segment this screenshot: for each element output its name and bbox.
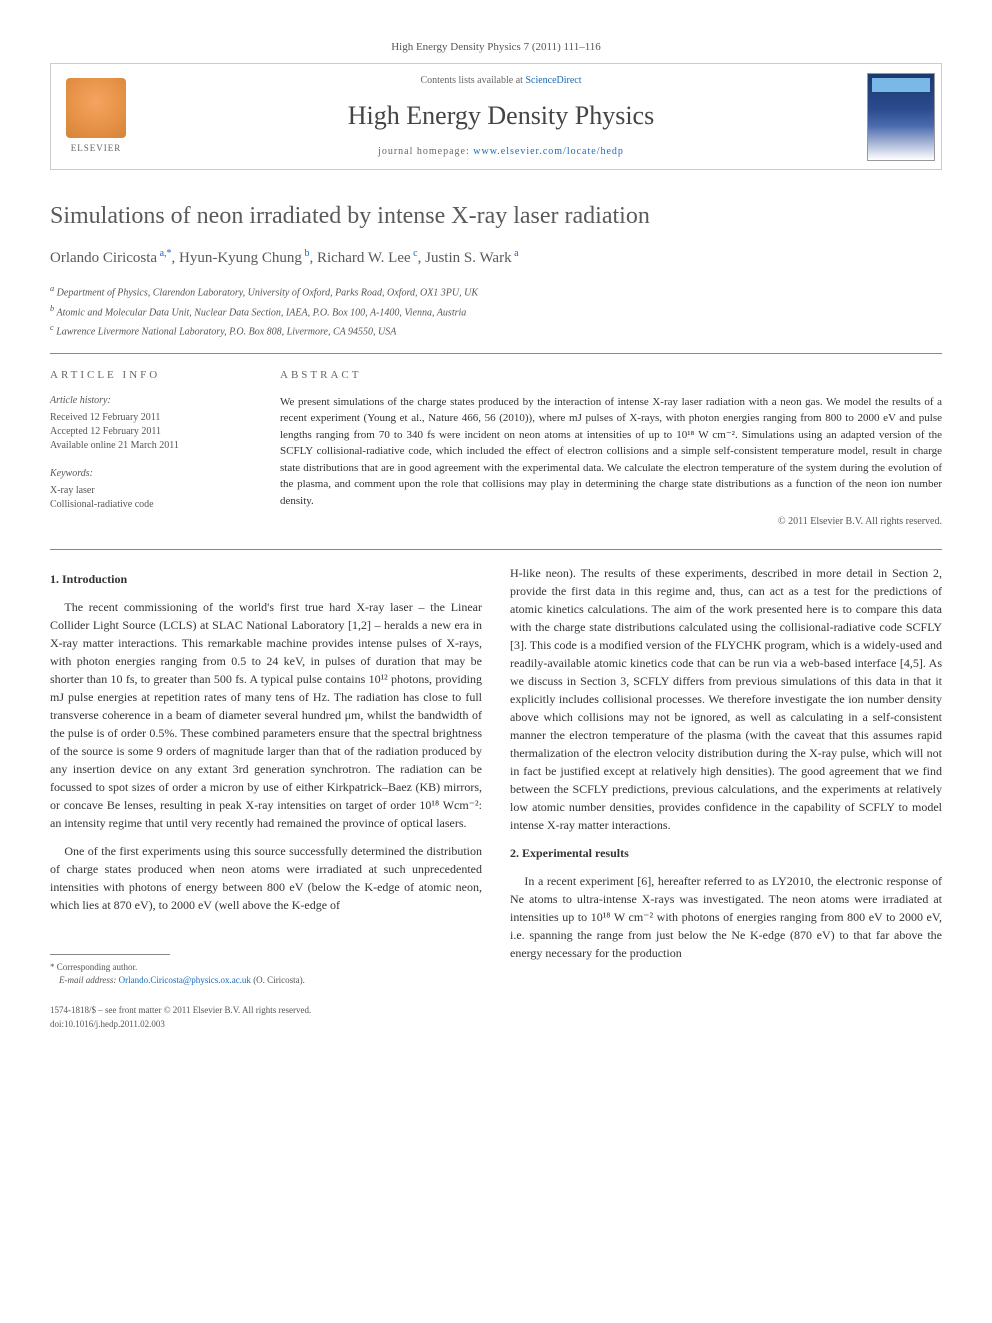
section-1-p2: One of the first experiments using this … bbox=[50, 842, 482, 914]
author-sup: c bbox=[411, 248, 418, 259]
affiliations: a Department of Physics, Clarendon Labor… bbox=[50, 283, 942, 339]
article-title: Simulations of neon irradiated by intens… bbox=[50, 200, 942, 234]
article-info: ARTICLE INFO Article history: Received 1… bbox=[50, 368, 250, 529]
keyword-1: X-ray laser bbox=[50, 484, 250, 498]
abstract-head: ABSTRACT bbox=[280, 368, 942, 383]
section-2-head: 2. Experimental results bbox=[510, 844, 942, 862]
homepage-line: journal homepage: www.elsevier.com/locat… bbox=[151, 145, 851, 159]
cover-thumb-area bbox=[861, 64, 941, 168]
email-line: E-mail address: Orlando.Ciricosta@physic… bbox=[50, 974, 482, 987]
author-sup: a, bbox=[157, 248, 166, 259]
doi-line: doi:10.1016/j.hedp.2011.02.003 bbox=[50, 1018, 311, 1032]
footnotes: * Corresponding author. E-mail address: … bbox=[50, 961, 482, 986]
elsevier-logo-icon bbox=[66, 78, 126, 138]
sciencedirect-link[interactable]: ScienceDirect bbox=[525, 75, 581, 86]
section-1-p1: The recent commissioning of the world's … bbox=[50, 598, 482, 832]
abstract: ABSTRACT We present simulations of the c… bbox=[280, 368, 942, 529]
history-block: Article history: Received 12 February 20… bbox=[50, 394, 250, 453]
rule-bottom bbox=[50, 549, 942, 550]
email-label: E-mail address: bbox=[59, 975, 116, 985]
contents-prefix: Contents lists available at bbox=[420, 75, 525, 86]
body-columns: 1. Introduction The recent commissioning… bbox=[50, 564, 942, 1031]
article-info-head: ARTICLE INFO bbox=[50, 368, 250, 383]
affiliation-b: b Atomic and Molecular Data Unit, Nuclea… bbox=[50, 303, 942, 320]
header-center: Contents lists available at ScienceDirec… bbox=[141, 64, 861, 168]
keywords-block: Keywords: X-ray laser Collisional-radiat… bbox=[50, 467, 250, 512]
affiliation-a: a Department of Physics, Clarendon Labor… bbox=[50, 283, 942, 300]
email-name: (O. Ciricosta). bbox=[253, 975, 305, 985]
journal-header: ELSEVIER Contents lists available at Sci… bbox=[50, 63, 942, 169]
citation-line: High Energy Density Physics 7 (2011) 111… bbox=[50, 40, 942, 55]
section-1-head: 1. Introduction bbox=[50, 570, 482, 588]
section-2-p1: In a recent experiment [6], hereafter re… bbox=[510, 872, 942, 962]
affiliation-c: c Lawrence Livermore National Laboratory… bbox=[50, 322, 942, 339]
email-link[interactable]: Orlando.Ciricosta@physics.ox.ac.uk bbox=[119, 975, 251, 985]
section-1-p3: H-like neon). The results of these exper… bbox=[510, 564, 942, 834]
info-abstract-row: ARTICLE INFO Article history: Received 1… bbox=[50, 368, 942, 529]
issn-line: 1574-1818/$ – see front matter © 2011 El… bbox=[50, 1004, 311, 1018]
contents-line: Contents lists available at ScienceDirec… bbox=[151, 74, 851, 88]
corr-mark: * bbox=[167, 248, 172, 259]
corresponding-author: * Corresponding author. bbox=[50, 961, 482, 974]
homepage-prefix: journal homepage: bbox=[378, 146, 473, 157]
journal-name: High Energy Density Physics bbox=[151, 98, 851, 134]
footnote-separator bbox=[50, 954, 170, 955]
keywords-head: Keywords: bbox=[50, 467, 250, 481]
author-sup: a bbox=[512, 248, 519, 259]
homepage-link[interactable]: www.elsevier.com/locate/hedp bbox=[473, 146, 624, 157]
rule-top bbox=[50, 353, 942, 354]
online-date: Available online 21 March 2011 bbox=[50, 439, 250, 453]
publisher-name: ELSEVIER bbox=[71, 142, 122, 155]
abstract-text: We present simulations of the charge sta… bbox=[280, 394, 942, 510]
page: High Energy Density Physics 7 (2011) 111… bbox=[0, 0, 992, 1071]
footer-left: 1574-1818/$ – see front matter © 2011 El… bbox=[50, 1004, 311, 1031]
journal-cover-icon bbox=[867, 73, 935, 161]
received-date: Received 12 February 2011 bbox=[50, 411, 250, 425]
authors-line: Orlando Ciricosta a,*, Hyun-Kyung Chung … bbox=[50, 247, 942, 269]
history-head: Article history: bbox=[50, 394, 250, 408]
keyword-2: Collisional-radiative code bbox=[50, 498, 250, 512]
abstract-copyright: © 2011 Elsevier B.V. All rights reserved… bbox=[280, 515, 942, 529]
author-sup: b bbox=[302, 248, 310, 259]
accepted-date: Accepted 12 February 2011 bbox=[50, 425, 250, 439]
footer-bar: 1574-1818/$ – see front matter © 2011 El… bbox=[50, 1004, 482, 1031]
publisher-logo-area: ELSEVIER bbox=[51, 64, 141, 168]
